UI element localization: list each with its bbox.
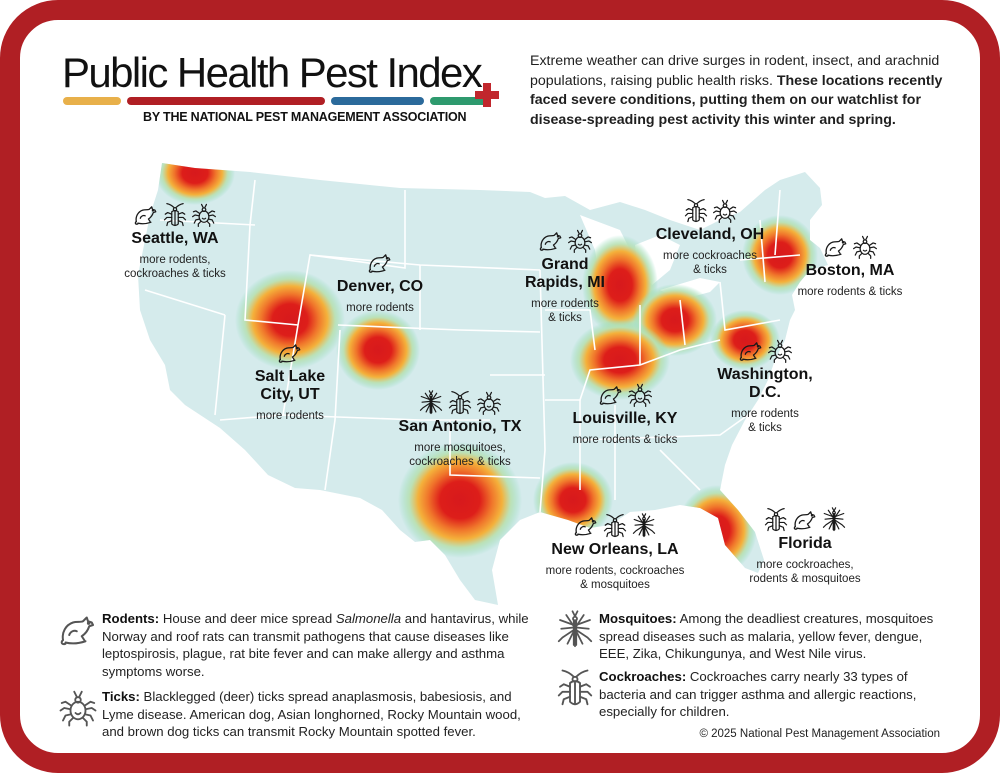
mosquito-icon: [821, 507, 847, 533]
city-desc: more rodents & ticks: [531, 298, 599, 324]
lake-erie: [660, 278, 720, 300]
mosquito-icon: [418, 390, 444, 416]
city-desc: more rodents, cockroaches & mosquitoes: [545, 565, 685, 591]
tick-icon: [476, 390, 502, 416]
intro-text: Extreme weather can drive surges in rode…: [530, 52, 970, 130]
city-desc: more rodents & ticks: [572, 434, 678, 446]
tick-icon: [712, 198, 738, 224]
city-denver: Denver, CO more rodents: [320, 250, 440, 315]
city-desc: more rodents, cockroaches & ticks: [124, 254, 226, 280]
cockroach-icon: [162, 202, 188, 228]
tick-icon: [852, 234, 878, 260]
city-washington-dc: Washington, D.C. more rodents & ticks: [710, 338, 820, 435]
city-name: Florida: [778, 535, 832, 552]
cockroach-icon: [763, 507, 789, 533]
legend-cockroaches: Cockroaches: Cockroaches carry nearly 33…: [555, 668, 955, 721]
city-desc: more cockroaches & ticks: [663, 250, 757, 276]
legend-rodents: Rodents: House and deer mice spread Salm…: [58, 610, 538, 680]
city-name: Denver, CO: [336, 278, 424, 295]
page-title: Public Health Pest Index: [62, 49, 483, 96]
city-desc: more rodents & ticks: [797, 286, 903, 298]
legend-label: Rodents:: [102, 611, 160, 626]
plus-icon: [475, 83, 499, 107]
legend-ticks: Ticks: Blacklegged (deer) ticks spread a…: [58, 688, 538, 741]
city-name: San Antonio, TX: [398, 418, 522, 435]
cockroach-icon: [602, 513, 628, 539]
city-salt-lake-city: Salt Lake City, UT more rodents: [230, 340, 350, 423]
city-desc: more mosquitoes, cockroaches & ticks: [409, 442, 511, 468]
bar-red: [127, 97, 325, 105]
city-name: Boston, MA: [805, 262, 895, 279]
city-name: Salt Lake City, UT: [254, 368, 326, 403]
city-seattle: Seattle, WA more rodents, cockroaches & t…: [105, 202, 245, 281]
rodent-icon: [538, 228, 564, 254]
rodent-icon: [367, 250, 393, 276]
rodent-icon: [823, 234, 849, 260]
intro-bold: These locations recently faced severe co…: [530, 72, 943, 128]
city-san-antonio: San Antonio, TX more mosquitoes, cockroac…: [385, 390, 535, 469]
bar-green: [430, 97, 488, 105]
city-desc: more rodents: [256, 410, 324, 422]
city-grand-rapids: Grand Rapids, MI more rodents & ticks: [520, 228, 610, 325]
city-louisville: Louisville, KY more rodents & ticks: [560, 382, 690, 447]
tick-icon: [767, 338, 793, 364]
mosquito-icon: [631, 513, 657, 539]
page-subtitle: BY THE NATIONAL PEST MANAGEMENT ASSOCIAT…: [143, 110, 467, 124]
cockroach-icon: [447, 390, 473, 416]
mosquito-icon: [555, 610, 595, 650]
tick-icon: [191, 202, 217, 228]
city-desc: more cockroaches, rodents & mosquitoes: [749, 559, 861, 585]
rodent-icon: [573, 513, 599, 539]
city-desc: more rodents & ticks: [731, 408, 799, 434]
bar-yellow: [63, 97, 121, 105]
city-new-orleans: New Orleans, LA more rodents, cockroache…: [535, 513, 695, 592]
cockroach-icon: [555, 668, 595, 708]
cockroach-icon: [683, 198, 709, 224]
tick-icon: [58, 688, 98, 728]
rodent-icon: [277, 340, 303, 366]
rodent-icon: [58, 610, 98, 650]
heat-seattle: [155, 163, 235, 205]
city-desc: more rodents: [346, 302, 414, 314]
rodent-icon: [598, 382, 624, 408]
heat-cleveland: [633, 284, 717, 356]
city-name: Cleveland, OH: [655, 226, 765, 243]
legend-mosquitoes: Mosquitoes: Among the deadliest creature…: [555, 610, 955, 663]
legend-label: Ticks:: [102, 689, 140, 704]
copyright: © 2025 National Pest Management Associat…: [699, 728, 940, 740]
legend-label: Cockroaches:: [599, 669, 687, 684]
tick-icon: [627, 382, 653, 408]
intro-normal: Extreme weather can drive surges in rode…: [530, 53, 940, 89]
city-boston: Boston, MA more rodents & ticks: [785, 234, 915, 299]
city-florida: Florida more cockroaches, rodents & mosqu…: [735, 507, 875, 586]
bar-blue: [331, 97, 424, 105]
rodent-icon: [738, 338, 764, 364]
rodent-icon: [133, 202, 159, 228]
legend-label: Mosquitoes:: [599, 611, 677, 626]
city-name: Louisville, KY: [572, 410, 678, 427]
rodent-icon: [792, 507, 818, 533]
city-name: Grand Rapids, MI: [524, 256, 605, 291]
city-name: Washington, D.C.: [717, 366, 813, 401]
city-cleveland: Cleveland, OH more cockroaches & ticks: [645, 198, 775, 277]
city-name: New Orleans, LA: [551, 541, 679, 558]
title-color-bars: [63, 97, 493, 105]
tick-icon: [567, 228, 593, 254]
city-name: Seattle, WA: [131, 230, 219, 247]
